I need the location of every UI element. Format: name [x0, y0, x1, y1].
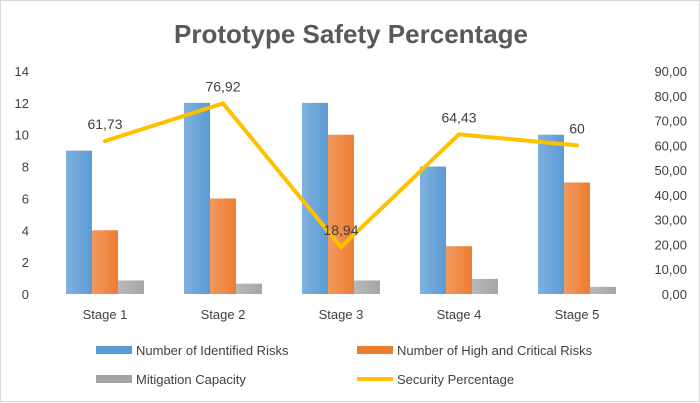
- bar-mitigation-capacity: [118, 280, 144, 294]
- bars-layer: [66, 102, 616, 294]
- category-label: Stage 1: [83, 307, 128, 322]
- right-axis-tick-label: 50,00: [654, 163, 687, 178]
- data-label: 76,92: [205, 78, 240, 94]
- bar-mitigation-capacity: [472, 278, 498, 294]
- right-axis-tick-label: 10,00: [654, 262, 687, 277]
- left-axis-tick-label: 4: [22, 223, 29, 238]
- right-axis-tick-label: 30,00: [654, 213, 687, 228]
- right-axis-tick-label: 90,00: [654, 64, 687, 79]
- right-axis-tick-label: 40,00: [654, 188, 687, 203]
- line-point: [457, 132, 461, 137]
- left-axis-tick-label: 0: [22, 287, 29, 302]
- legend-label-number-of-identified-risks: Number of Identified Risks: [136, 343, 289, 358]
- line-point: [575, 143, 579, 148]
- data-label: 64,43: [441, 109, 476, 125]
- bar-number-of-high-and-critical-risks: [210, 198, 236, 294]
- axes-layer: 0 2 4 6 8 10 12 14 0,00 10,00 20,00 30,00 40,00 50,00…: [15, 64, 687, 322]
- bar-mitigation-capacity: [236, 283, 262, 294]
- bar-number-of-high-and-critical-risks: [92, 230, 118, 294]
- legend-swatch-number-of-high-and-critical-risks: [357, 346, 393, 354]
- legend-swatch-number-of-identified-risks: [96, 346, 132, 354]
- left-axis-tick-label: 10: [15, 128, 29, 143]
- right-axis-tick-label: 80,00: [654, 89, 687, 104]
- legend-label-security-percentage: Security Percentage: [397, 372, 514, 387]
- left-axis-tick-label: 14: [15, 64, 29, 79]
- bar-number-of-high-and-critical-risks: [446, 246, 472, 294]
- line-point: [103, 139, 107, 144]
- category-label: Stage 3: [319, 307, 364, 322]
- bar-number-of-identified-risks: [538, 134, 564, 294]
- right-axis-tick-label: 0,00: [662, 287, 687, 302]
- category-label: Stage 2: [201, 307, 246, 322]
- bar-number-of-identified-risks: [302, 102, 328, 294]
- bar-number-of-identified-risks: [420, 166, 446, 294]
- left-axis-tick-label: 8: [22, 160, 29, 175]
- left-axis-tick-label: 2: [22, 255, 29, 270]
- right-axis-tick-label: 20,00: [654, 237, 687, 252]
- data-label: 18,94: [323, 222, 358, 238]
- bar-number-of-high-and-critical-risks: [564, 182, 590, 294]
- legend-label-number-of-high-and-critical-risks: Number of High and Critical Risks: [397, 343, 593, 358]
- legend-swatch-mitigation-capacity: [96, 375, 132, 383]
- line-point: [221, 101, 225, 106]
- line-layer: 61,73 76,92 18,94 64,43 60: [87, 78, 585, 251]
- legend: Number of Identified Risks Number of High…: [96, 343, 593, 387]
- line-point: [339, 245, 343, 250]
- chart-title: Prototype Safety Percentage: [174, 19, 528, 49]
- bar-number-of-high-and-critical-risks: [328, 134, 354, 294]
- legend-label-mitigation-capacity: Mitigation Capacity: [136, 372, 246, 387]
- bar-mitigation-capacity: [354, 280, 380, 294]
- data-label: 61,73: [87, 116, 122, 132]
- bar-mitigation-capacity: [590, 286, 616, 294]
- data-label: 60: [569, 120, 585, 136]
- left-axis-tick-label: 6: [22, 191, 29, 206]
- category-label: Stage 4: [437, 307, 482, 322]
- right-axis-tick-label: 60,00: [654, 138, 687, 153]
- bar-number-of-identified-risks: [66, 150, 92, 294]
- right-axis-tick-label: 70,00: [654, 114, 687, 129]
- left-axis-tick-label: 12: [15, 96, 29, 111]
- category-label: Stage 5: [555, 307, 600, 322]
- bar-number-of-identified-risks: [184, 102, 210, 294]
